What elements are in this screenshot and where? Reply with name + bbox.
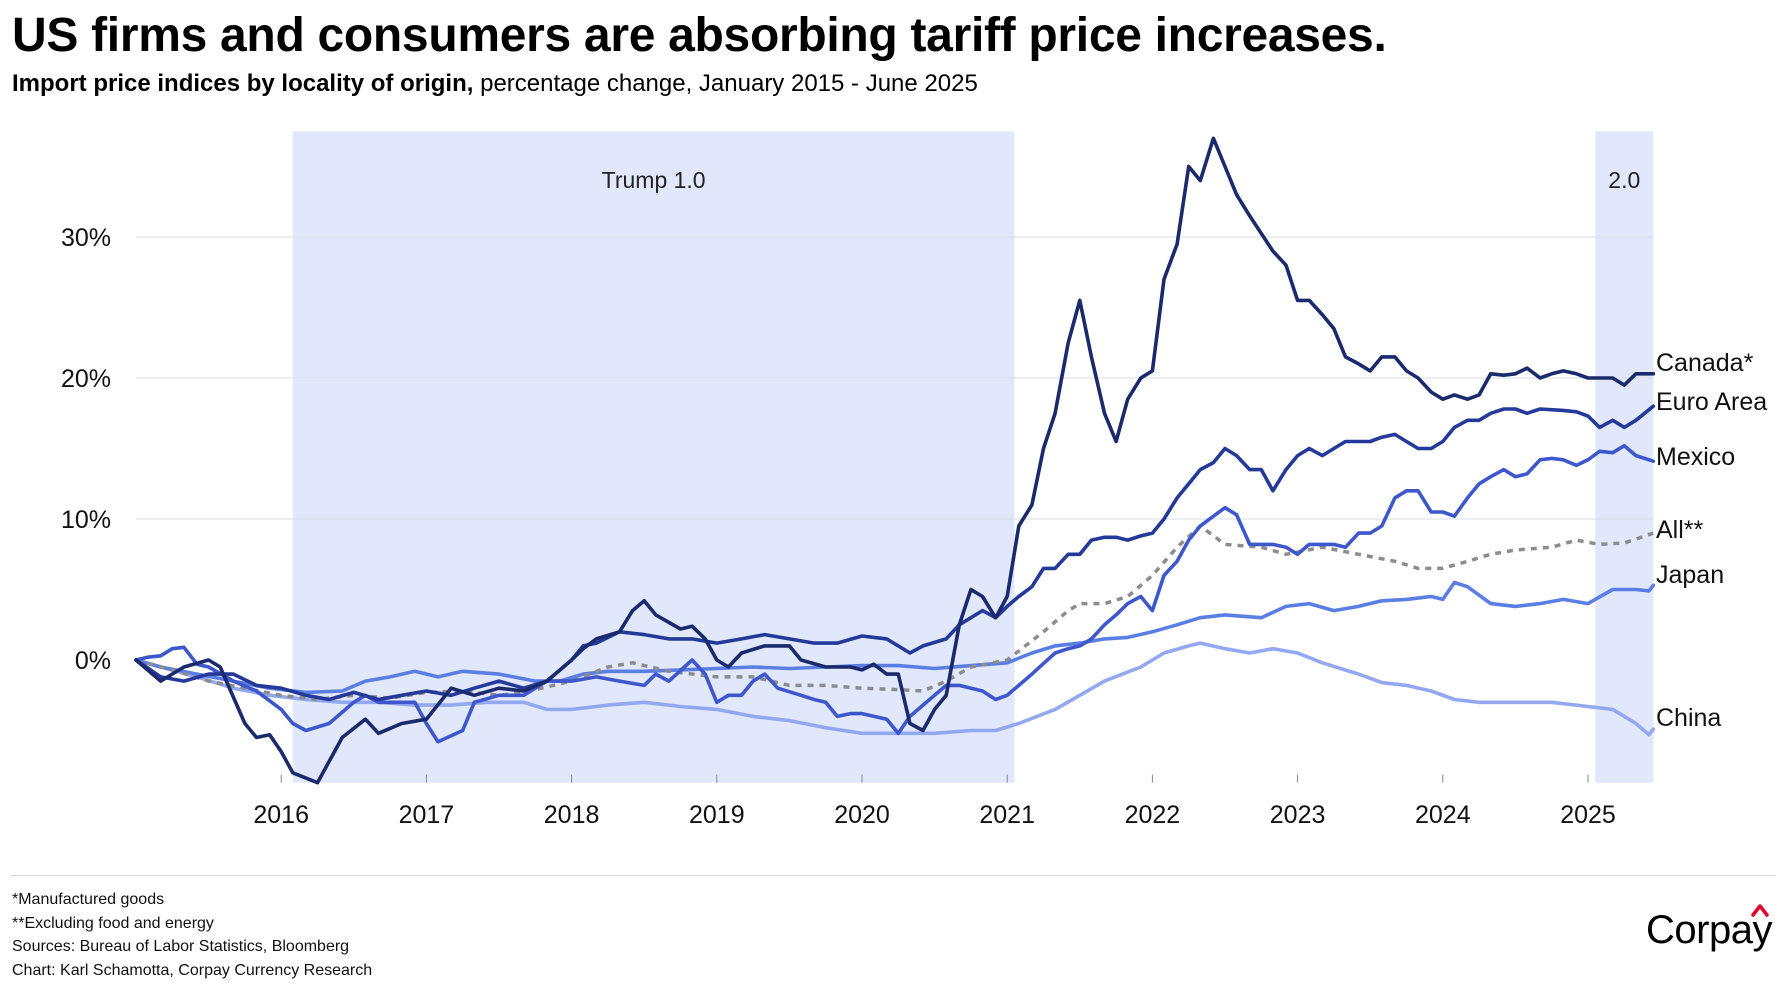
- series-label-china: China: [1656, 704, 1721, 732]
- chart-subtitle: Import price indices by locality of orig…: [12, 70, 978, 98]
- footnotes: *Manufactured goods **Excluding food and…: [12, 888, 372, 982]
- shaded-periods: Trump 1.0 2.0: [292, 131, 1654, 783]
- series-line-japan: [134, 580, 1656, 695]
- y-tick-label: 20%: [61, 365, 111, 393]
- series-label-euro-area: Euro Area: [1656, 388, 1767, 416]
- series-lines: [134, 136, 1656, 785]
- gridlines: [136, 236, 1654, 520]
- x-tick-label: 2018: [544, 801, 600, 829]
- series-label-mexico: Mexico: [1656, 443, 1735, 471]
- series-label-japan: Japan: [1656, 561, 1724, 589]
- subtitle-rest: percentage change, January 2015 - June 2…: [473, 70, 978, 97]
- series-label-canada: Canada*: [1656, 349, 1754, 377]
- caret-icon: [1751, 904, 1769, 917]
- footnote-credit: Chart: Karl Schamotta, Corpay Currency R…: [12, 961, 373, 979]
- shaded-period-label-2-0: 2.0: [1608, 167, 1640, 193]
- chart-title: US firms and consumers are absorbing tar…: [12, 9, 1387, 62]
- x-tick-label: 2017: [399, 801, 455, 829]
- series-line-mexico: [134, 443, 1656, 744]
- footnote-manufactured: *Manufactured goods: [12, 891, 165, 908]
- footnote-excluding: **Excluding food and energy: [12, 914, 214, 932]
- x-tick-label: 2022: [1125, 801, 1181, 829]
- x-axis-labels: 2016 2017 2018 2019 2020 2021 2022 2023 2024 2025: [253, 774, 1616, 829]
- series-label-all: All**: [1656, 516, 1704, 544]
- line-chart: Trump 1.0 2.0 0%10%20%30% 2016 2017 2018 201…: [61, 131, 1767, 829]
- footnote-sources: Sources: Bureau of Labor Statistics, Blo…: [12, 938, 350, 955]
- subtitle-bold: Import price indices by locality of orig…: [12, 70, 474, 97]
- y-tick-label: 0%: [75, 647, 111, 675]
- x-tick-label: 2021: [979, 801, 1035, 829]
- series-labels: Canada* Euro Area Mexico All** Japan China: [1656, 349, 1767, 732]
- series-line-china: [134, 641, 1656, 737]
- shaded-period-trump-1-0: [292, 131, 1015, 783]
- x-tick-label: 2016: [253, 801, 309, 829]
- x-tick-label: 2025: [1560, 801, 1616, 829]
- shaded-period-label-trump-1-0: Trump 1.0: [602, 167, 706, 193]
- x-tick-label: 2020: [834, 801, 890, 829]
- series-line-euro-area: [134, 404, 1656, 702]
- series-line-canada: [134, 136, 1656, 785]
- x-tick-label: 2019: [689, 801, 745, 829]
- x-tick-label: 2023: [1270, 801, 1326, 829]
- y-tick-label: 10%: [61, 506, 111, 534]
- y-axis-labels: 0% 10% 20% 30%: [61, 224, 111, 675]
- x-tick-label: 2024: [1415, 801, 1471, 829]
- y-tick-label: 30%: [61, 224, 111, 252]
- footer-divider: [10, 875, 1776, 876]
